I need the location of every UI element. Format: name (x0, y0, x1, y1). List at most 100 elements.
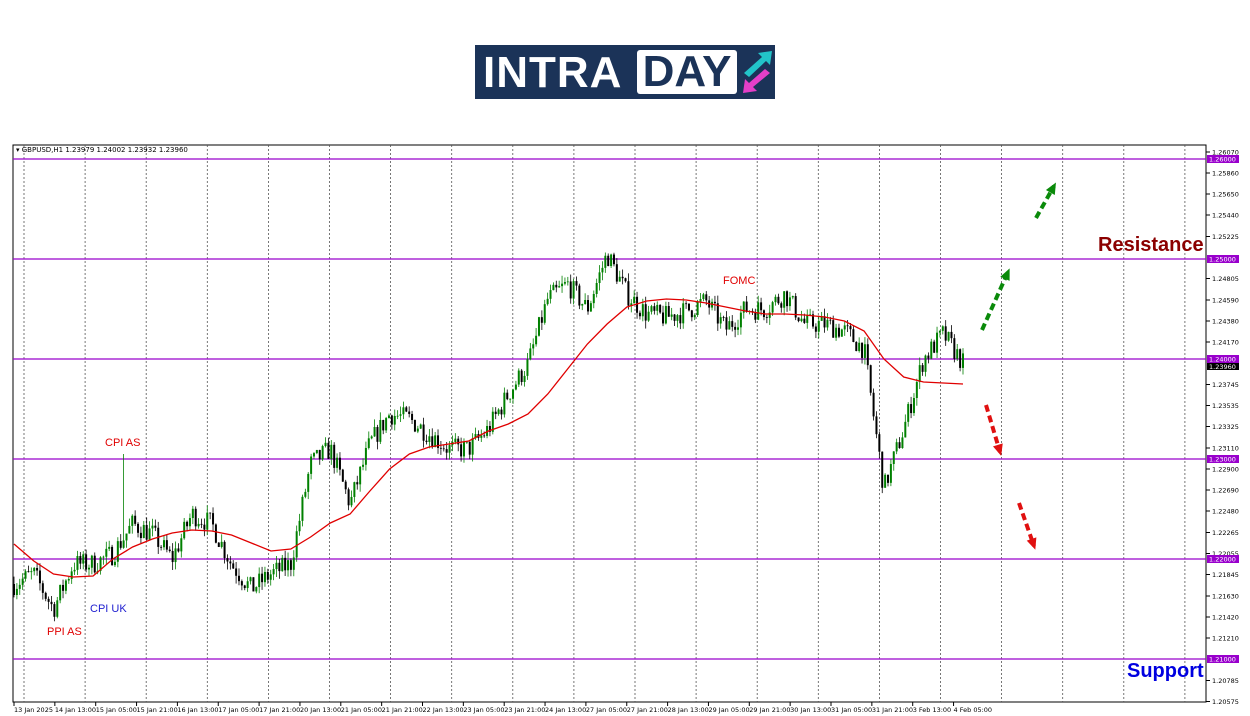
candle (696, 299, 699, 318)
candle (650, 304, 653, 315)
candle (535, 328, 538, 347)
candle (292, 550, 295, 577)
candle-body (402, 407, 405, 415)
candle (662, 305, 665, 327)
candle-body (44, 592, 47, 599)
candle-body (416, 428, 419, 432)
y-tick-label: 1.24380 (1212, 318, 1239, 326)
y-tick-label: 1.22265 (1212, 529, 1239, 537)
candle-body (956, 349, 959, 359)
candle-body (549, 290, 552, 299)
candle-body (806, 314, 809, 323)
candle-body (21, 578, 24, 585)
candle (520, 368, 523, 386)
candle (137, 522, 140, 538)
candle-body (177, 548, 180, 552)
candle (849, 323, 852, 337)
candle (924, 354, 927, 377)
candle (734, 322, 737, 338)
candle (347, 487, 350, 511)
candle-body (892, 451, 895, 465)
candle-body (474, 434, 477, 439)
candle (950, 325, 953, 344)
candle (116, 537, 119, 568)
candle-body (486, 425, 489, 436)
candle-body (812, 314, 815, 327)
candle-body (36, 567, 39, 571)
candle-body (364, 447, 367, 465)
candle (907, 402, 910, 427)
candle-body (425, 440, 428, 442)
candle-body (673, 314, 676, 321)
candle (237, 568, 240, 586)
candle (108, 540, 111, 552)
candle (713, 295, 716, 311)
candle (653, 302, 656, 315)
x-tick-label: 17 Jan 05:00 (218, 706, 259, 714)
candle-body (722, 317, 725, 318)
annotation-cpi-as: CPI AS (105, 437, 141, 449)
candle (82, 551, 85, 570)
candle (480, 429, 483, 442)
y-tick-label: 1.22055 (1212, 550, 1239, 558)
candle-body (379, 419, 382, 442)
candle (36, 562, 39, 576)
candle (699, 293, 702, 308)
candle (416, 425, 419, 434)
candle (30, 567, 33, 580)
candle-body (318, 449, 321, 460)
candle (685, 301, 688, 309)
candle (73, 562, 76, 576)
candle-body (820, 316, 823, 321)
candle (307, 472, 310, 500)
candle (327, 437, 330, 460)
candle (246, 576, 249, 592)
y-tick-label: 1.24805 (1212, 275, 1239, 283)
candle-body (223, 541, 226, 559)
candle-body (817, 320, 820, 332)
y-tick-label: 1.25440 (1212, 212, 1239, 220)
candle (457, 436, 460, 452)
candle-body (627, 281, 630, 306)
x-tick-label: 15 Jan 21:00 (137, 706, 178, 714)
y-tick-label: 1.21420 (1212, 614, 1239, 622)
candle (722, 315, 725, 322)
candle-body (220, 541, 223, 547)
candle-body (780, 303, 783, 308)
bullish-arrow (1034, 185, 1056, 219)
candle-body (783, 291, 786, 308)
candle (312, 452, 315, 459)
candle-body (676, 315, 679, 321)
candle (517, 368, 520, 387)
bullish-arrow-head (1000, 268, 1010, 281)
candle (47, 596, 50, 610)
x-tick-label: 15 Jan 05:00 (96, 706, 137, 714)
candle (168, 546, 171, 553)
candle (79, 551, 82, 570)
candle (659, 304, 662, 314)
candle (941, 325, 944, 335)
candle-body (803, 318, 806, 323)
candle-body (509, 398, 512, 400)
candle (287, 552, 290, 577)
candle-body (50, 601, 53, 605)
candle-body (520, 370, 523, 382)
candle-body (621, 276, 624, 279)
bearish-arrow (984, 404, 1002, 453)
candle-body (731, 321, 734, 327)
candle (87, 564, 90, 576)
candle (413, 419, 416, 433)
candle-body (895, 442, 898, 452)
candle-body (921, 365, 924, 372)
candle-body (566, 281, 569, 283)
ohlc-close: 1.23960 (158, 146, 188, 154)
candle-body (944, 326, 947, 341)
candle (587, 295, 590, 315)
candle-body (728, 321, 731, 330)
y-tick-label: 1.23535 (1212, 402, 1239, 410)
price-level-label: 1.25000 (1209, 256, 1236, 264)
candle (866, 338, 869, 370)
candle (621, 269, 624, 285)
candle (546, 292, 549, 306)
